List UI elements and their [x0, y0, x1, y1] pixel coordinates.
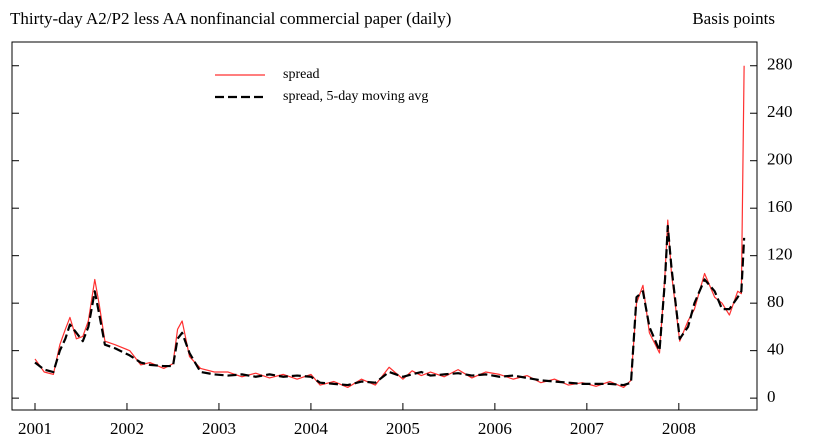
- legend-label: spread: [283, 67, 320, 82]
- y-tick-label: 160: [767, 197, 793, 216]
- y-tick-label: 40: [767, 340, 784, 359]
- y-tick-label: 80: [767, 292, 784, 311]
- y-tick-label: 240: [767, 102, 793, 121]
- x-tick-label: 2001: [18, 419, 52, 438]
- legend-label: spread, 5-day moving avg: [283, 89, 428, 104]
- series-line: [34, 224, 746, 387]
- y-tick-label: 200: [767, 150, 793, 169]
- x-tick-label: 2005: [386, 419, 420, 438]
- x-tick-label: 2004: [294, 419, 329, 438]
- chart-title: Thirty-day A2/P2 less AA nonfinancial co…: [10, 9, 451, 28]
- x-tick-label: 2007: [570, 419, 605, 438]
- x-tick-label: 2002: [110, 419, 144, 438]
- y-axis-label: Basis points: [692, 9, 775, 28]
- y-tick-label: 280: [767, 55, 793, 74]
- y-tick-label: 120: [767, 245, 793, 264]
- x-tick-label: 2006: [478, 419, 512, 438]
- x-tick-label: 2003: [202, 419, 236, 438]
- plot-frame: [11, 41, 758, 411]
- y-tick-label: 0: [767, 387, 776, 406]
- series-line: [34, 65, 745, 389]
- x-tick-label: 2008: [662, 419, 696, 438]
